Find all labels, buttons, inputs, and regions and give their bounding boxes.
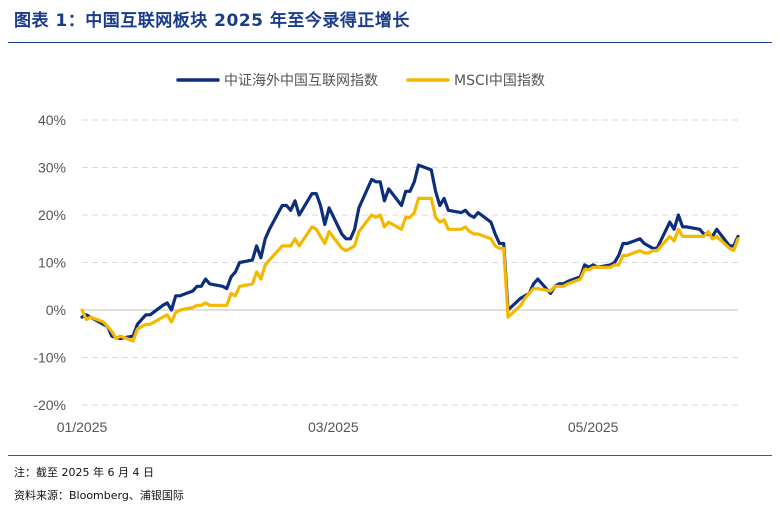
series-line-msci-china (80, 196, 740, 343)
date-note: 注：截至 2025 年 6 月 4 日 (14, 466, 154, 479)
legend-label-internet-index: 中证海外中国互联网指数 (224, 73, 378, 89)
footer-divider (8, 455, 772, 456)
y-tick-label: 40% (38, 112, 66, 128)
legend-label-msci-china: MSCI中国指数 (454, 73, 545, 89)
figure-title: 图表 1：中国互联网板块 2025 年至今录得正增长 (14, 11, 410, 31)
source-note: 资料来源：Bloomberg、浦银国际 (14, 489, 184, 502)
y-tick-label: 0% (46, 302, 66, 318)
x-tick-label: 03/2025 (308, 419, 359, 435)
series-line-internet-index (80, 163, 740, 341)
line-chart: 40% 30% 20% 10% 0% -10% -20% 01/2025 03/2025 05/2… (33, 73, 740, 435)
y-tick-label: -20% (33, 397, 66, 413)
x-tick-label: 01/2025 (57, 419, 108, 435)
title-divider (8, 42, 772, 43)
y-tick-label: 20% (38, 207, 66, 223)
y-tick-label: -10% (33, 350, 66, 366)
y-tick-label: 30% (38, 160, 66, 176)
y-tick-label: 10% (38, 255, 66, 271)
x-tick-label: 05/2025 (568, 419, 619, 435)
